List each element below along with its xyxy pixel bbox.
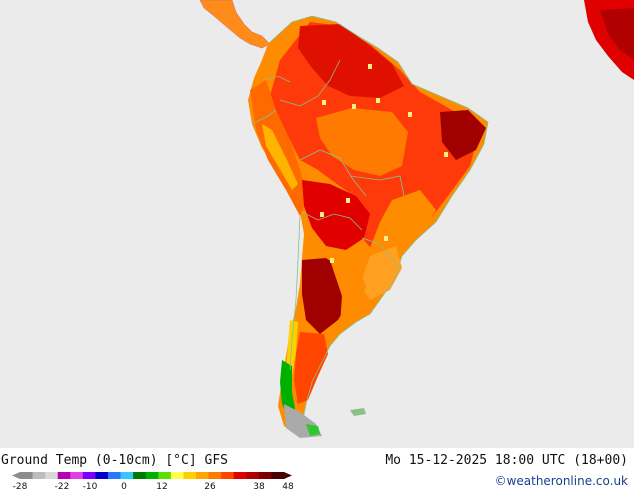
legend-tick-label: 48: [282, 482, 294, 490]
legend-swatch: [208, 472, 222, 479]
legend-swatch: [158, 472, 172, 479]
argentina-orange-zone: [330, 260, 366, 326]
weather-map: [0, 0, 634, 448]
legend-swatch: [145, 472, 159, 479]
legend-swatch: [183, 472, 197, 479]
legend-swatch: [45, 472, 59, 479]
legend-swatch: [20, 472, 33, 479]
patagonia-yellow: [286, 320, 298, 376]
credit-link[interactable]: ©weatheronline.co.uk: [494, 474, 628, 488]
legend-swatch: [246, 472, 260, 479]
legend-tick-label: 26: [204, 482, 216, 490]
legend-swatch: [271, 472, 285, 479]
legend-swatch: [258, 472, 272, 479]
map-title: Ground Temp (0-10cm) [°C] GFS: [1, 453, 228, 468]
legend-swatch: [233, 472, 247, 479]
legend-swatch: [133, 472, 147, 479]
country-borders: [251, 15, 489, 425]
patagonia-red: [294, 332, 328, 404]
falklands: [350, 408, 366, 416]
legend-bar: [12, 472, 292, 479]
south-brazil-zone: [360, 246, 402, 300]
legend-swatch: [221, 472, 235, 479]
legend-swatch: [70, 472, 84, 479]
legend-ticks: -28 -22 -10 0 12 26 38 48: [13, 482, 294, 490]
patagonia-green: [280, 360, 296, 420]
andes-high: [262, 124, 298, 190]
legend-arrow-left: [12, 472, 20, 479]
valid-time: Mo 15-12-2025 18:00 UTC (18+00): [385, 453, 628, 468]
legend-tick-label: 0: [121, 482, 127, 490]
legend-arrow-right: [284, 472, 292, 479]
city-markers: [320, 64, 448, 263]
tierra-green: [306, 424, 320, 436]
legend-swatch: [196, 472, 209, 479]
central-america: [199, 0, 271, 49]
color-legend: -28 -22 -10 0 12 26 38 48: [12, 472, 294, 490]
legend-tick-label: -10: [83, 482, 98, 490]
legend-tick-label: 38: [253, 482, 265, 490]
legend-swatch: [32, 472, 46, 479]
legend-tick-label: -28: [13, 482, 28, 490]
legend-tick-label: -22: [55, 482, 70, 490]
chaco-hot-zone: [302, 180, 370, 250]
legend-swatch: [95, 472, 109, 479]
legend-swatch: [170, 472, 184, 479]
legend-swatch: [57, 472, 71, 479]
legend-swatch: [82, 472, 96, 479]
africa-interior: [600, 8, 634, 60]
legend-tick-label: 12: [156, 482, 167, 490]
legend-swatch: [108, 472, 121, 479]
footer: Ground Temp (0-10cm) [°C] GFS Mo 15-12-2…: [0, 448, 634, 490]
legend-swatch: [120, 472, 134, 479]
north-red-zone: [298, 24, 404, 98]
northeast-hot-zone: [440, 110, 486, 160]
central-orange-zone: [316, 108, 408, 176]
